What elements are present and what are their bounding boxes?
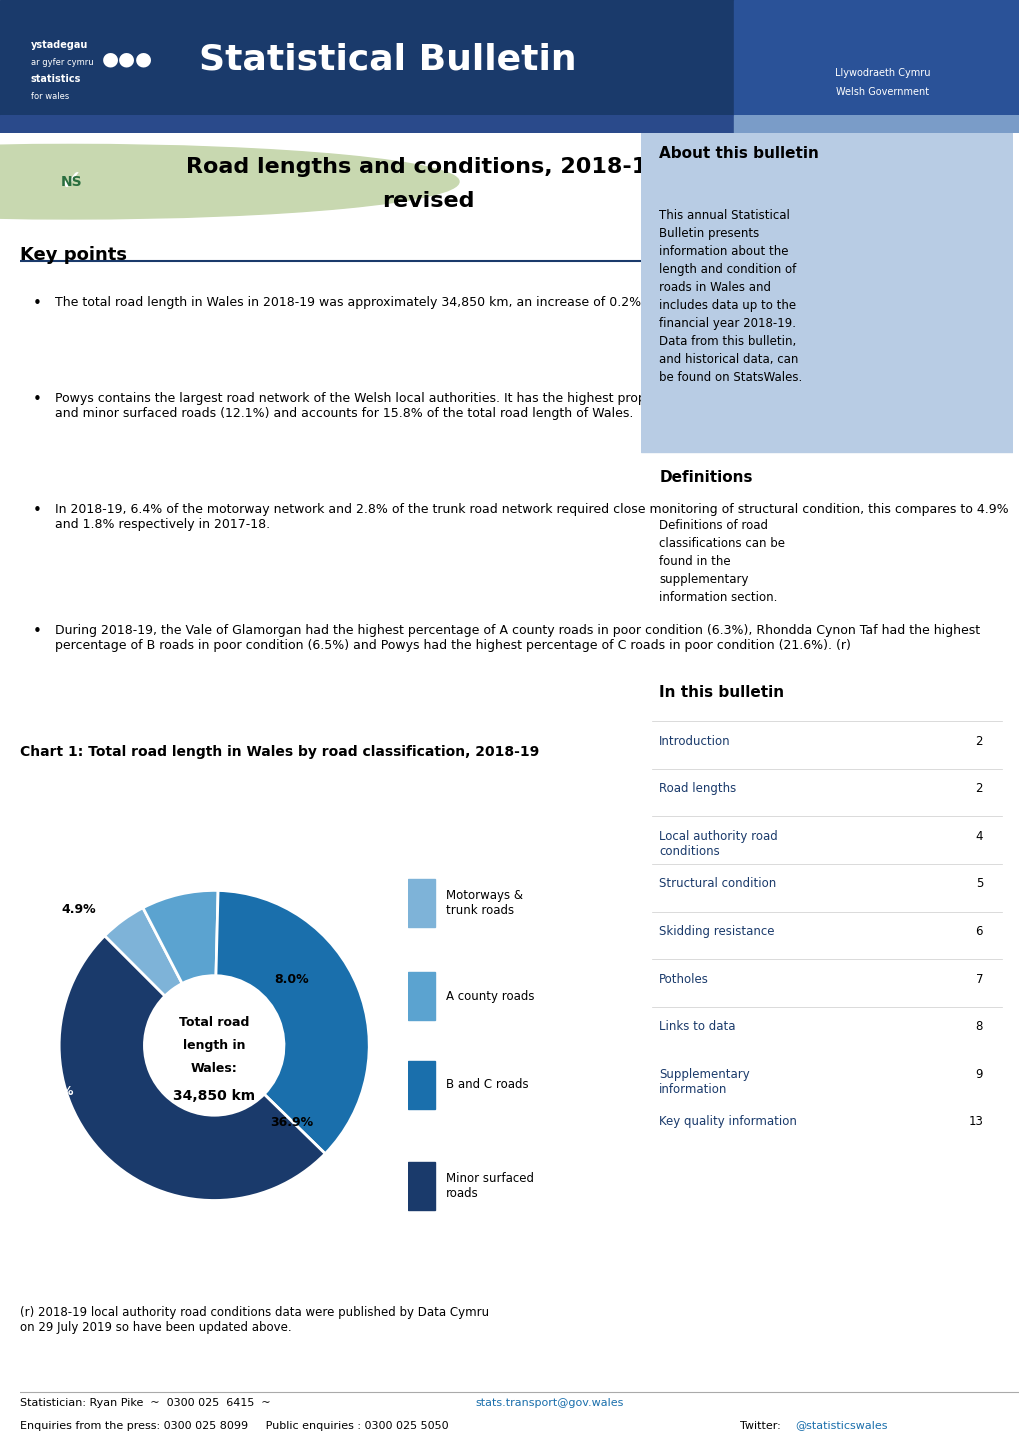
Text: 9: 9 [974, 1069, 982, 1082]
Text: •: • [33, 503, 42, 518]
Text: Llywodraeth Cymru: Llywodraeth Cymru [834, 68, 929, 78]
Text: Local authority road
conditions: Local authority road conditions [658, 829, 777, 858]
Text: revised: revised [382, 192, 474, 212]
Text: 5: 5 [975, 877, 982, 890]
Text: Minor surfaced
roads: Minor surfaced roads [445, 1172, 534, 1200]
Text: @statisticswales: @statisticswales [795, 1420, 887, 1430]
Bar [408, 972, 434, 1021]
Text: 36.9%: 36.9% [270, 1116, 313, 1129]
Text: Enquiries from the press: 0300 025 8099     Public enquiries : 0300 025 5050: Enquiries from the press: 0300 025 8099 … [20, 1420, 448, 1430]
Text: •: • [33, 624, 42, 639]
Text: Links to data: Links to data [658, 1021, 735, 1034]
Text: Key quality information: Key quality information [658, 1116, 796, 1129]
Text: About this bulletin: About this bulletin [658, 146, 818, 162]
Text: ✓: ✓ [60, 167, 83, 196]
Text: 2: 2 [974, 782, 982, 795]
Text: NS: NS [60, 174, 83, 189]
Text: In this bulletin: In this bulletin [658, 685, 784, 701]
Text: 2: 2 [974, 734, 982, 747]
Text: In 2018-19, 6.4% of the motorway network and 2.8% of the trunk road network requ: In 2018-19, 6.4% of the motorway network… [55, 503, 1008, 531]
Text: Potholes: Potholes [658, 973, 708, 986]
Text: Skidding resistance: Skidding resistance [658, 924, 773, 939]
Text: B and C roads: B and C roads [445, 1079, 528, 1092]
Bar [640, 133, 1012, 451]
Bar [408, 1162, 434, 1210]
Text: Structural condition: Structural condition [658, 877, 775, 890]
Text: A county roads: A county roads [445, 989, 534, 1002]
Bar [734, 0, 1019, 118]
Text: ystadegau: ystadegau [31, 40, 88, 50]
Text: 8.0%: 8.0% [274, 973, 309, 986]
Text: Road lengths and conditions, 2018-19:: Road lengths and conditions, 2018-19: [185, 157, 671, 177]
Text: Total road: Total road [179, 1015, 249, 1028]
Text: Twitter:: Twitter: [740, 1420, 784, 1430]
Text: 4: 4 [974, 829, 982, 842]
Text: Statistical Bulletin: Statistical Bulletin [199, 42, 576, 76]
Text: Key points: Key points [20, 247, 127, 264]
Text: Wales:: Wales: [191, 1063, 237, 1076]
Text: Powys contains the largest road network of the Welsh local authorities. It has t: Powys contains the largest road network … [55, 392, 995, 420]
Text: 7: 7 [974, 973, 982, 986]
Text: 4.9%: 4.9% [61, 903, 96, 916]
Text: Motorways &
trunk roads: Motorways & trunk roads [445, 890, 523, 917]
Text: Chart 1: Total road length in Wales by road classification, 2018-19: Chart 1: Total road length in Wales by r… [20, 744, 539, 758]
Text: 22 August 2019: 22 August 2019 [779, 160, 913, 174]
Text: •: • [33, 297, 42, 311]
Text: 8: 8 [975, 1021, 982, 1034]
Text: 6: 6 [974, 924, 982, 939]
Wedge shape [105, 908, 182, 996]
Text: Statistician: Ryan Pike  ~  0300 025  6415  ~: Statistician: Ryan Pike ~ 0300 025 6415 … [20, 1397, 278, 1407]
Text: Definitions: Definitions [658, 470, 752, 485]
Text: (r) 2018-19 local authority road conditions data were published by Data Cymru
on: (r) 2018-19 local authority road conditi… [20, 1306, 489, 1334]
Wedge shape [143, 890, 218, 983]
Text: SB 26/2019 (R): SB 26/2019 (R) [782, 193, 910, 209]
Text: The total road length in Wales in 2018-19 was approximately 34,850 km, an increa: The total road length in Wales in 2018-1… [55, 297, 764, 310]
Text: 50.2%: 50.2% [30, 1086, 73, 1099]
Wedge shape [59, 936, 325, 1201]
Text: Introduction: Introduction [658, 734, 730, 747]
Text: Welsh Government: Welsh Government [835, 87, 928, 97]
Text: ar gyfer cymru: ar gyfer cymru [31, 58, 93, 68]
Text: stats.transport@gov.wales: stats.transport@gov.wales [475, 1397, 623, 1407]
Text: Road lengths: Road lengths [658, 782, 736, 795]
Bar [408, 880, 434, 927]
Text: 13: 13 [967, 1116, 982, 1129]
Text: length in: length in [182, 1038, 246, 1053]
Text: During 2018-19, the Vale of Glamorgan had the highest percentage of A county roa: During 2018-19, the Vale of Glamorgan ha… [55, 624, 979, 652]
Circle shape [0, 144, 459, 219]
Text: for wales: for wales [31, 92, 69, 101]
Text: 34,850 km: 34,850 km [173, 1089, 255, 1103]
Text: Definitions of road
classifications can be
found in the
supplementary
informatio: Definitions of road classifications can … [658, 519, 785, 604]
Bar [734, 115, 1019, 133]
Text: statistics: statistics [31, 74, 81, 84]
Wedge shape [216, 891, 369, 1154]
Text: Supplementary
information: Supplementary information [658, 1069, 749, 1096]
Text: ●●●: ●●● [102, 49, 153, 69]
Text: This annual Statistical
Bulletin presents
information about the
length and condi: This annual Statistical Bulletin present… [658, 209, 802, 384]
Bar [408, 1061, 434, 1109]
Text: •: • [33, 392, 42, 407]
